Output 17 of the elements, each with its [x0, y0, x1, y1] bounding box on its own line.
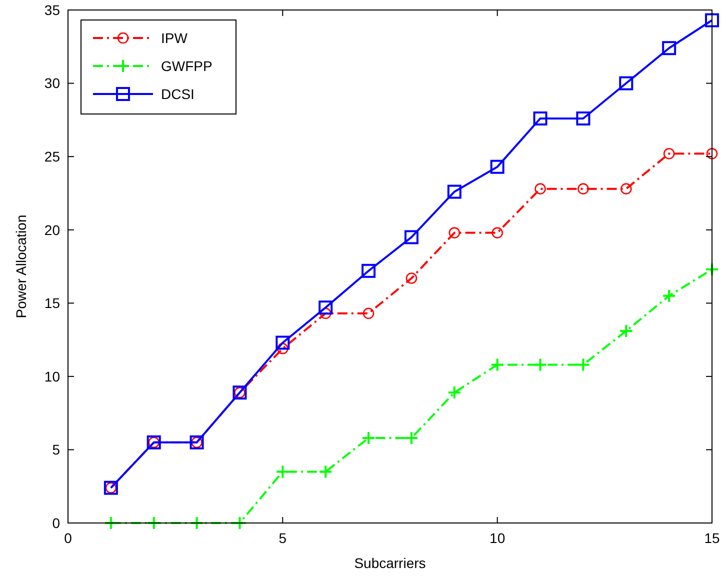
y-tick-label: 30	[44, 75, 60, 92]
y-tick-label: 20	[44, 222, 60, 238]
legend-label: DCSI	[161, 86, 194, 102]
y-tick-label: 0	[52, 514, 60, 531]
x-axis-title: Subcarriers	[354, 555, 426, 571]
x-tick-label: 5	[278, 530, 287, 546]
y-axis-title: Power Allocation	[13, 214, 29, 318]
y-tick-label: 5	[52, 442, 60, 458]
x-tick-label: 15	[704, 530, 720, 546]
legend-label: GWFPP	[161, 58, 212, 74]
legend-label: IPW	[161, 30, 188, 46]
y-tick-label: 25	[44, 148, 60, 164]
x-tick-label: 0	[64, 530, 72, 546]
y-tick-label: 35	[44, 2, 60, 18]
y-tick-label: 15	[44, 295, 60, 312]
y-tick-label: 10	[44, 368, 60, 384]
x-tick-label: 10	[490, 530, 506, 546]
